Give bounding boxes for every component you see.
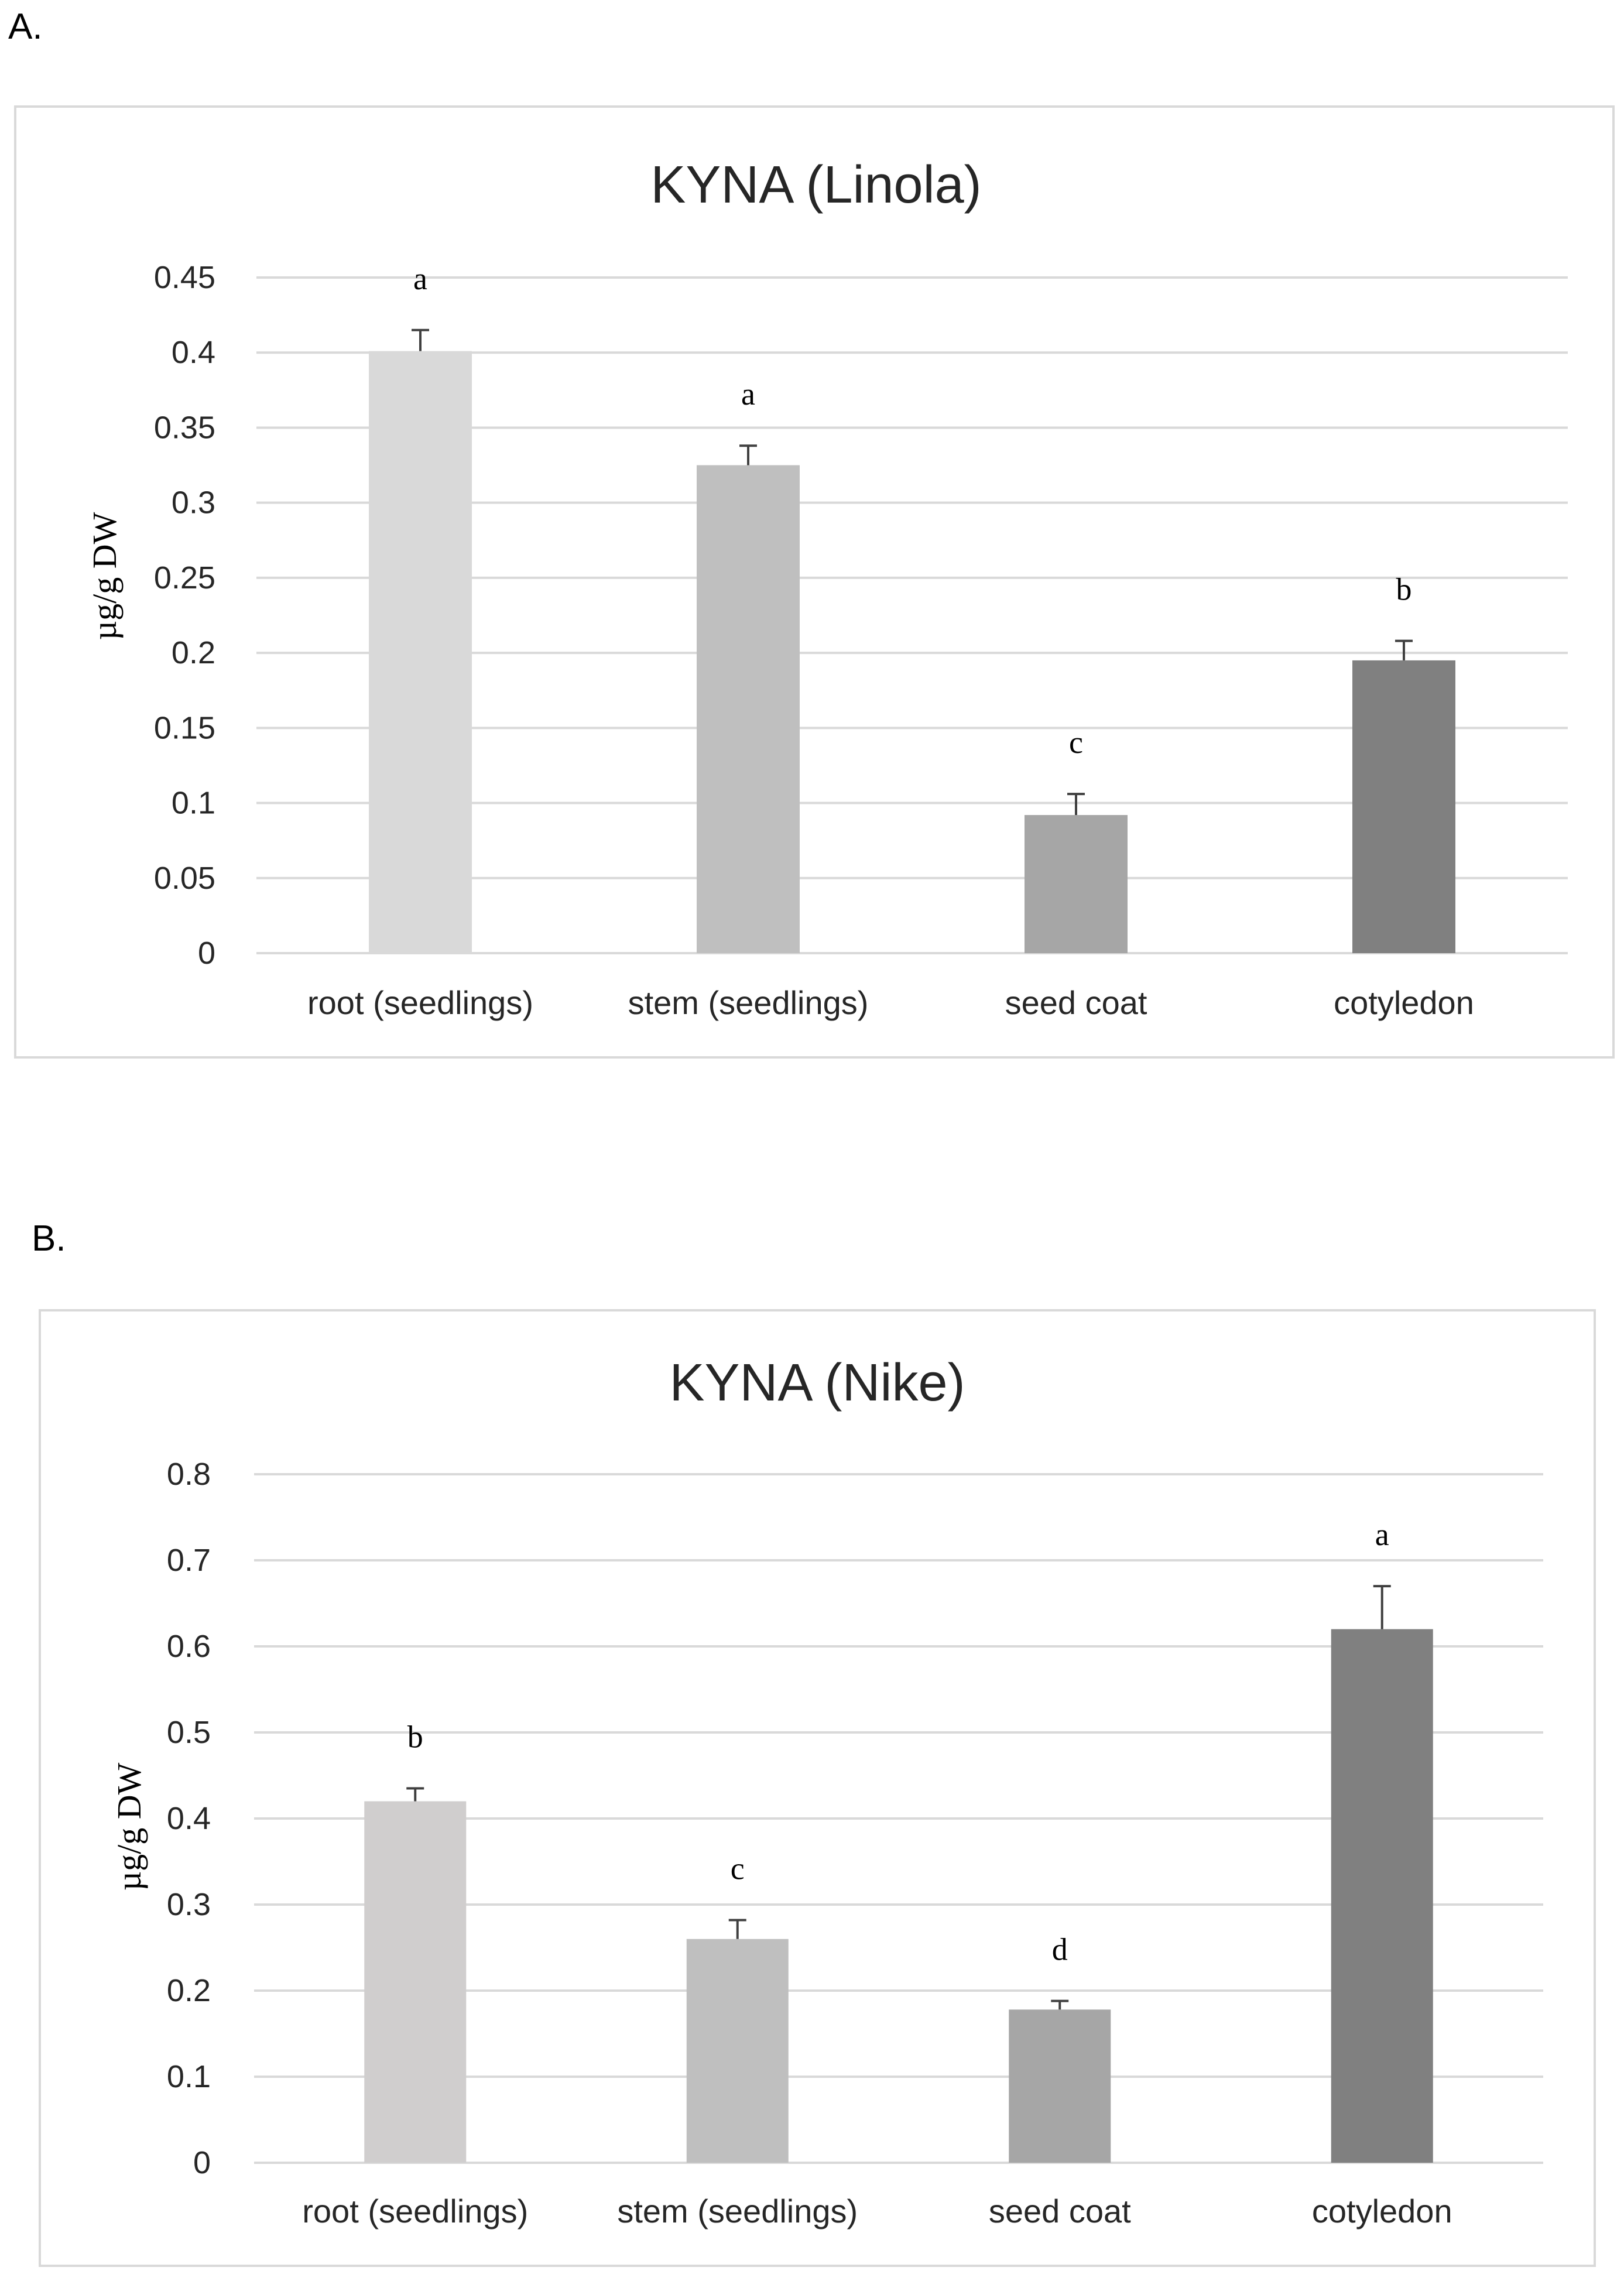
y-tick-label: 0.45 <box>154 260 215 295</box>
x-category-label: root (seedlings) <box>307 984 533 1021</box>
y-tick-label: 0.7 <box>167 1543 211 1578</box>
y-tick-label: 0.1 <box>167 2059 211 2094</box>
x-category-label: stem (seedlings) <box>628 984 869 1021</box>
panel-label-b: B. <box>32 1218 66 1259</box>
bar-4 <box>1331 1629 1433 2163</box>
chart-b-frame: KYNA (Nike) 0 0.1 0.2 0.3 0.4 0.5 0.6 0.7 0.8 µg/g… <box>39 1309 1596 2267</box>
x-category-label: seed coat <box>1005 984 1147 1021</box>
y-tick-label: 0.15 <box>154 710 215 745</box>
y-tick-label: 0.1 <box>172 786 215 821</box>
chart-a-frame: KYNA (Linola) 0 0.05 0.1 0.15 0.2 0.25 0.3 0.35 0… <box>14 105 1615 1059</box>
y-tick-label: 0.35 <box>154 410 215 445</box>
y-tick-label: 0.25 <box>154 560 215 595</box>
y-axis-label: µg/g DW <box>85 512 124 640</box>
panel-label-a: A. <box>8 6 43 47</box>
significance-label: a <box>1375 1517 1389 1552</box>
bar-1 <box>364 1801 467 2163</box>
significance-label: c <box>1069 725 1083 760</box>
significance-label: a <box>413 261 427 296</box>
significance-label: c <box>731 1851 745 1886</box>
chart-title: KYNA (Nike) <box>669 1354 965 1412</box>
y-tick-label: 0.4 <box>172 335 215 370</box>
y-tick-label: 0.3 <box>172 485 215 520</box>
chart-b: KYNA (Nike) 0 0.1 0.2 0.3 0.4 0.5 0.6 0.7 0.8 µg/g… <box>110 1354 1543 2230</box>
y-tick-label: 0.3 <box>167 1887 211 1922</box>
bar-2 <box>697 465 800 953</box>
y-tick-label: 0 <box>193 2145 211 2180</box>
bar-3 <box>1025 815 1128 953</box>
bar-2 <box>686 1939 789 2163</box>
significance-label: a <box>741 376 755 412</box>
x-category-label: stem (seedlings) <box>617 2193 858 2230</box>
x-category-label: cotyledon <box>1312 2193 1452 2230</box>
y-axis-label: µg/g DW <box>110 1762 148 1891</box>
y-tick-label: 0.2 <box>172 635 215 670</box>
y-tick-label: 0.8 <box>167 1457 211 1492</box>
x-category-label: cotyledon <box>1334 984 1474 1021</box>
significance-label: d <box>1052 1932 1068 1967</box>
y-tick-label: 0 <box>198 936 215 971</box>
y-tick-label: 0.5 <box>167 1715 211 1750</box>
chart-title: KYNA (Linola) <box>650 156 981 214</box>
bar-3 <box>1009 2009 1111 2163</box>
chart-a: KYNA (Linola) 0 0.05 0.1 0.15 0.2 0.25 0.3 0.35 0… <box>85 156 1568 1021</box>
y-tick-label: 0.6 <box>167 1629 211 1664</box>
y-tick-label: 0.4 <box>167 1801 211 1836</box>
y-tick-label: 0.05 <box>154 861 215 896</box>
bar-4 <box>1352 660 1455 953</box>
bar-1 <box>369 351 472 954</box>
significance-label: b <box>1396 572 1412 607</box>
x-category-label: seed coat <box>989 2193 1131 2230</box>
significance-label: b <box>407 1720 423 1755</box>
x-category-label: root (seedlings) <box>302 2193 528 2230</box>
y-tick-label: 0.2 <box>167 1973 211 2008</box>
